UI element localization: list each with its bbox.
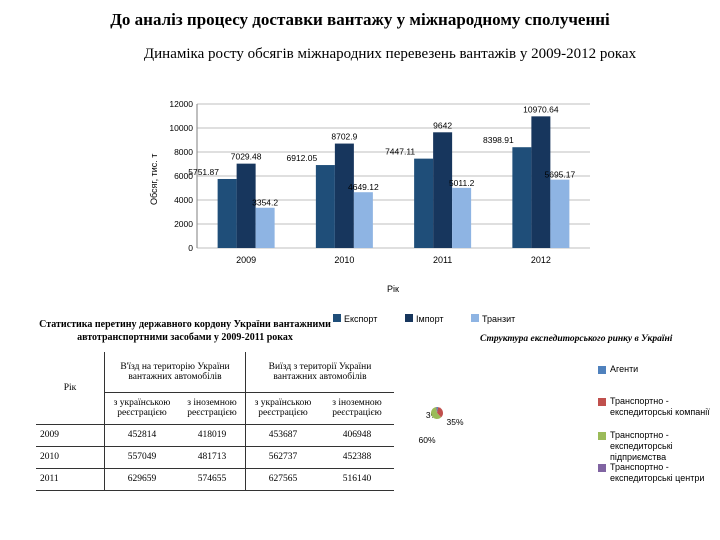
legend-label: Транзит — [482, 314, 515, 324]
pie-slice — [437, 407, 439, 413]
pie-data-label: 60% — [418, 435, 435, 445]
pie-legend-swatch — [598, 432, 606, 440]
bar — [236, 163, 256, 248]
data-label: 9642 — [433, 120, 452, 130]
subheader-exit-foreign: з іноземною реєстрацією — [320, 392, 394, 425]
bar — [531, 116, 551, 248]
cell-year: 2009 — [36, 424, 105, 447]
bar-y-ticks: 0 2000 4000 6000 8000 10000 12000 — [169, 99, 193, 253]
legend-swatch — [333, 314, 341, 322]
legend-label: Імпорт — [416, 314, 444, 324]
pie-slice — [437, 407, 443, 418]
bar — [512, 147, 532, 248]
subheader-exit-ua: з українською реєстрацією — [245, 392, 320, 425]
bar — [353, 192, 373, 248]
legend-swatch — [405, 314, 413, 322]
data-label: 6912.05 — [287, 153, 318, 163]
stats-table: Рік В'їзд на територію України вантажних… — [36, 352, 394, 491]
table-row: 2010 557049 481713 562737 452388 — [36, 446, 394, 469]
bar — [217, 178, 237, 248]
page-title: До аналіз процесу доставки вантажу у між… — [110, 10, 610, 29]
data-label: 7447.11 — [385, 147, 415, 157]
pie-legend-label: Транспортно - експедиторські компанії — [610, 396, 710, 417]
header-year: Рік — [36, 352, 105, 425]
cell-entry-foreign: 574655 — [179, 468, 246, 491]
cell-entry-foreign: 418019 — [179, 424, 246, 447]
x-tick-label: 2011 — [433, 255, 452, 265]
bar-series — [217, 116, 570, 248]
pie-legend-label: Транспортно - експедиторські підприємств… — [610, 430, 673, 462]
pie-legend-label: Транспортно - експедиторські центри — [610, 462, 705, 483]
cell-year: 2010 — [36, 446, 105, 469]
bar-chart: 5751.87 7029.48 3354.2 6912.05 8702.9 4649.12… — [149, 99, 590, 324]
y-tick-label: 8000 — [174, 147, 193, 157]
subheader-entry-foreign: з іноземною реєстрацією — [179, 392, 246, 425]
subheader-entry-ua: з українською реєстрацією — [104, 392, 179, 425]
y-axis-label: Обсяг, тис. т — [149, 154, 159, 205]
y-tick-label: 12000 — [169, 99, 193, 109]
x-tick-label: 2009 — [236, 255, 256, 265]
bar-legend: Експорт Імпорт Транзит — [333, 314, 515, 324]
pie-slice — [436, 407, 437, 413]
cell-exit-ua: 453687 — [245, 424, 320, 447]
header-exit: Виїзд з території України вантажних авто… — [245, 352, 394, 393]
data-label: 5011.2 — [449, 178, 475, 188]
pie-legend-label: Агенти — [610, 364, 639, 374]
table-row: 2011 629659 574655 627565 516140 — [36, 468, 394, 491]
stats-table-title: Статистика перетину державного кордону У… — [39, 319, 331, 343]
pie-title: Структура експедиторського ринку в Украї… — [480, 334, 673, 344]
bar — [414, 158, 434, 248]
bar — [334, 143, 354, 248]
cell-exit-ua: 562737 — [245, 446, 320, 469]
data-label: 4649.12 — [348, 182, 379, 192]
pie-legend-swatch — [598, 464, 606, 472]
cell-entry-foreign: 481713 — [179, 446, 246, 469]
cell-exit-foreign: 452388 — [320, 446, 394, 469]
bar-data-labels: 5751.87 7029.48 3354.2 6912.05 8702.9 4649.12… — [188, 104, 575, 207]
pie-chart: 3%35%60% — [418, 407, 464, 445]
bar-x-ticks: 2009 2010 2011 2012 — [236, 255, 551, 265]
pie-data-label: 35% — [446, 417, 463, 427]
legend-swatch — [471, 314, 479, 322]
data-label: 8702.9 — [331, 132, 357, 142]
data-label: 3354.2 — [252, 198, 278, 208]
y-tick-label: 2000 — [174, 219, 193, 229]
cell-entry-ua: 629659 — [104, 468, 179, 491]
y-tick-label: 0 — [188, 243, 193, 253]
pie-legend-swatch — [598, 366, 606, 374]
data-label: 5695.17 — [545, 170, 576, 180]
cell-entry-ua: 557049 — [104, 446, 179, 469]
data-label: 10970.64 — [523, 104, 559, 114]
bar — [452, 187, 472, 248]
pie-slice — [431, 407, 442, 419]
y-tick-label: 6000 — [174, 171, 193, 181]
x-tick-label: 2012 — [531, 255, 551, 265]
chart-title: Динаміка росту обсягів міжнародних перев… — [143, 46, 637, 62]
bar — [315, 165, 335, 248]
cell-year: 2011 — [36, 468, 105, 491]
data-label: 7029.48 — [231, 152, 262, 162]
cell-entry-ua: 452814 — [104, 424, 179, 447]
cell-exit-ua: 627565 — [245, 468, 320, 491]
data-label: 5751.87 — [188, 167, 219, 177]
pie-legend-swatch — [598, 398, 606, 406]
data-label: 8398.91 — [483, 135, 514, 145]
cell-exit-foreign: 516140 — [320, 468, 394, 491]
table-row: 2009 452814 418019 453687 406948 — [36, 424, 394, 447]
cell-exit-foreign: 406948 — [320, 424, 394, 447]
x-tick-label: 2010 — [334, 255, 354, 265]
legend-label: Експорт — [344, 314, 377, 324]
x-axis-label: Рік — [387, 284, 399, 294]
header-entry: В'їзд на територію України вантажних авт… — [104, 352, 246, 393]
bar — [550, 179, 570, 248]
y-tick-label: 4000 — [174, 195, 193, 205]
y-tick-label: 10000 — [169, 123, 193, 133]
bar — [255, 207, 275, 248]
bar — [433, 132, 453, 248]
